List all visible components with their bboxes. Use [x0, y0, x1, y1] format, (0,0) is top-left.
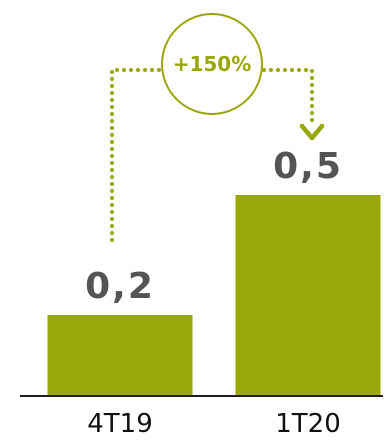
category-label-4T19: 4T19 [87, 409, 153, 439]
growth-badge [161, 13, 263, 115]
growth-arrow-path [110, 68, 314, 242]
category-label-1T20: 1T20 [275, 409, 341, 439]
bar-1T20 [235, 195, 381, 395]
growth-badge-text: +150% [173, 52, 252, 76]
growth-arrow-head [299, 123, 325, 141]
value-label-1T20: 0,5 [273, 146, 343, 187]
bar-4T19 [47, 315, 193, 395]
bars-layer: 0,2 4T19 0,5 1T20 [47, 146, 381, 439]
value-label-4T19: 0,2 [85, 266, 155, 307]
